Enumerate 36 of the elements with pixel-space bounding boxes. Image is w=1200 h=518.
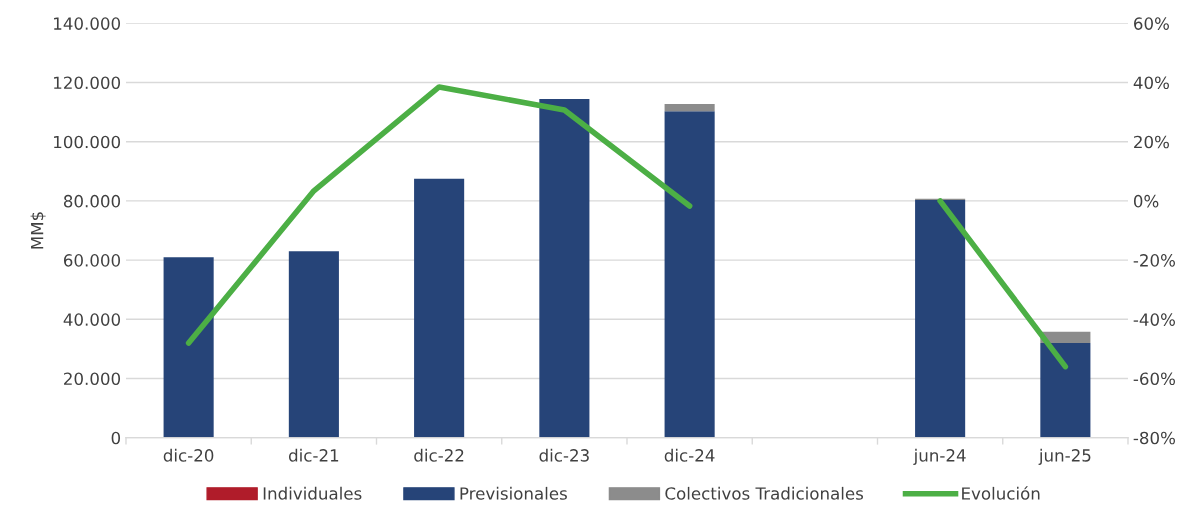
y2-tick-label: 20%	[1134, 135, 1169, 149]
y2-tick-label: -80%	[1133, 431, 1175, 445]
y-tick-label: 40.000	[63, 313, 121, 326]
x-tick-label: dic-24	[664, 448, 715, 462]
y2-tick-label: 0%	[1133, 194, 1159, 208]
y2-tick-label: -40%	[1133, 313, 1175, 326]
bar	[915, 200, 966, 438]
x-tick-label: dic-21	[289, 448, 339, 462]
legend-label: Individuales	[263, 486, 362, 500]
x-tick-label: dic-23	[539, 448, 589, 462]
y-tick-label: 0	[111, 431, 121, 445]
x-tick-label: dic-22	[414, 448, 464, 462]
x-tick-label: jun-25	[1038, 448, 1091, 465]
bar	[414, 178, 465, 438]
y-tick-label: 20.000	[64, 372, 121, 386]
y-tick-label: 140.000	[54, 17, 121, 30]
y2-tick-label: -20%	[1133, 254, 1175, 267]
bar	[1040, 342, 1091, 438]
y2-tick-label: 40%	[1133, 76, 1169, 90]
x-tick-label: dic-20	[163, 448, 214, 462]
bar	[539, 99, 590, 438]
y-axis-title: MM$	[30, 212, 46, 249]
legend-label: Previsionales	[460, 486, 567, 500]
bar	[288, 251, 339, 438]
x-tick-label: jun-24	[913, 448, 966, 465]
y-tick-label: 60.000	[63, 254, 121, 267]
y-tick-label: 120.000	[54, 76, 121, 90]
y-tick-label: 100.000	[54, 135, 121, 149]
y2-tick-label: -60%	[1133, 372, 1175, 386]
legend-label: Evolución	[962, 486, 1040, 500]
bar	[664, 111, 715, 438]
legend-label: Colectivos Tradicionales	[665, 486, 864, 500]
bar	[664, 104, 715, 112]
bar	[163, 257, 214, 438]
y2-tick-label: 60%	[1134, 17, 1169, 30]
y-tick-label: 80.000	[63, 194, 121, 208]
